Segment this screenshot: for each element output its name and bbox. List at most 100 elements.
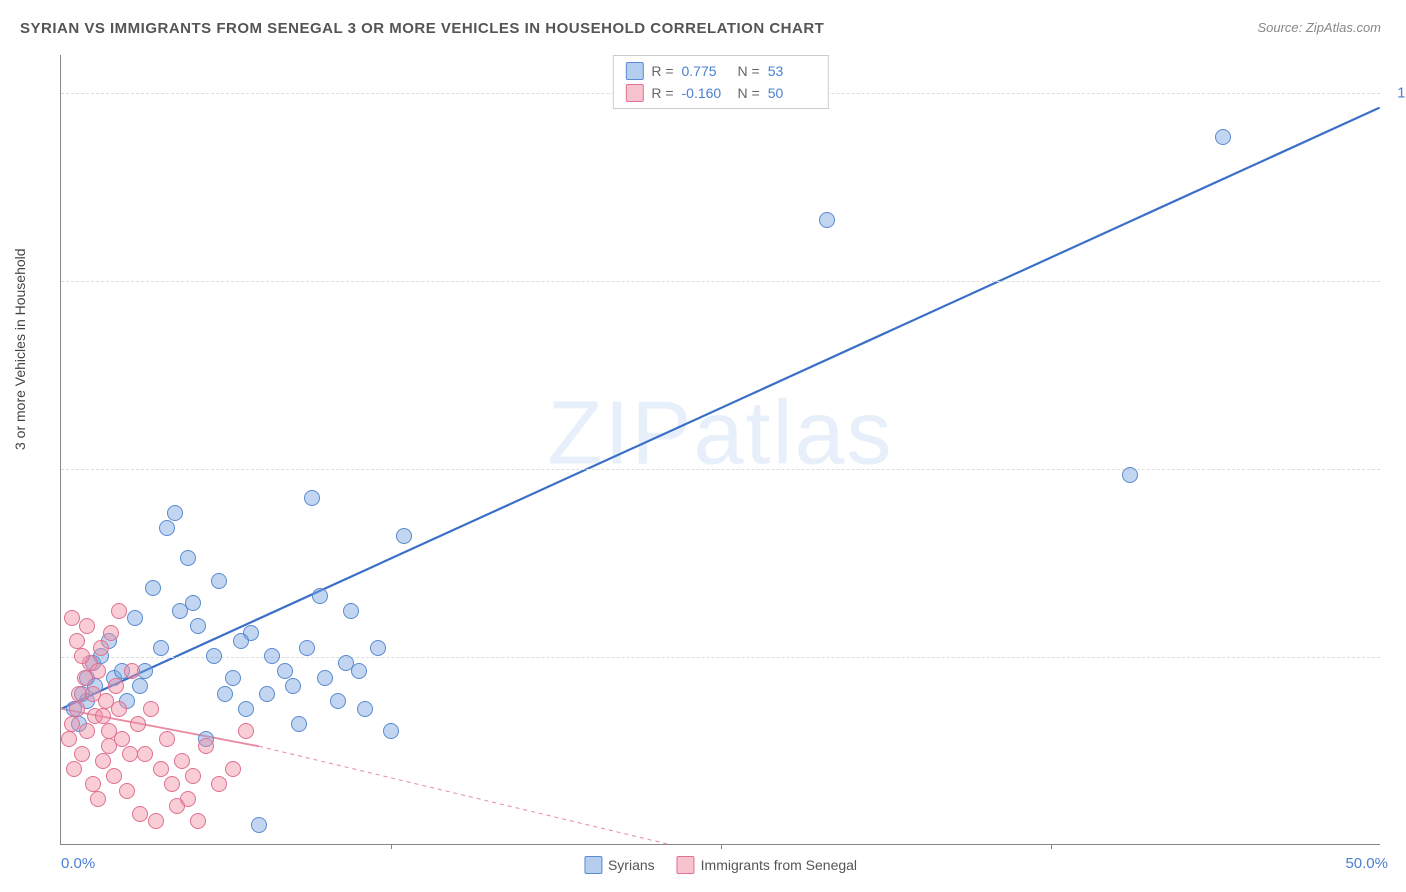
ytick-label: 75.0% bbox=[1388, 272, 1406, 289]
data-point bbox=[148, 813, 164, 829]
data-point bbox=[312, 588, 328, 604]
r-label: R = bbox=[651, 82, 673, 104]
data-point bbox=[238, 701, 254, 717]
data-point bbox=[132, 678, 148, 694]
data-point bbox=[85, 686, 101, 702]
data-point bbox=[233, 633, 249, 649]
data-point bbox=[343, 603, 359, 619]
data-point bbox=[69, 633, 85, 649]
xtick-mark bbox=[721, 844, 722, 849]
data-point bbox=[190, 618, 206, 634]
legend-swatch-pink bbox=[677, 856, 695, 874]
data-point bbox=[357, 701, 373, 717]
data-point bbox=[119, 783, 135, 799]
data-point bbox=[217, 686, 233, 702]
data-point bbox=[277, 663, 293, 679]
data-point bbox=[291, 716, 307, 732]
data-point bbox=[111, 701, 127, 717]
data-point bbox=[111, 603, 127, 619]
chart-plot-area: R = 0.775 N = 53 R = -0.160 N = 50 ZIPat… bbox=[60, 55, 1380, 845]
xtick-mark bbox=[391, 844, 392, 849]
data-point bbox=[174, 753, 190, 769]
data-point bbox=[264, 648, 280, 664]
data-point bbox=[64, 716, 80, 732]
xtick-label: 0.0% bbox=[61, 855, 95, 872]
chart-title: SYRIAN VS IMMIGRANTS FROM SENEGAL 3 OR M… bbox=[20, 20, 824, 37]
legend-item-senegal: Immigrants from Senegal bbox=[677, 856, 857, 874]
data-point bbox=[124, 663, 140, 679]
data-point bbox=[122, 746, 138, 762]
data-point bbox=[164, 776, 180, 792]
data-point bbox=[225, 761, 241, 777]
data-point bbox=[132, 806, 148, 822]
data-point bbox=[330, 693, 346, 709]
legend-item-syrians: Syrians bbox=[584, 856, 655, 874]
n-label: N = bbox=[738, 82, 760, 104]
n-value-senegal: 50 bbox=[768, 82, 816, 104]
data-point bbox=[93, 640, 109, 656]
data-point bbox=[819, 212, 835, 228]
data-point bbox=[225, 670, 241, 686]
legend-swatch-blue bbox=[625, 62, 643, 80]
source-label: Source: ZipAtlas.com bbox=[1257, 20, 1381, 35]
data-point bbox=[396, 528, 412, 544]
data-point bbox=[185, 595, 201, 611]
gridline-h bbox=[61, 657, 1380, 658]
data-point bbox=[338, 655, 354, 671]
data-point bbox=[90, 663, 106, 679]
ytick-label: 25.0% bbox=[1388, 648, 1406, 665]
data-point bbox=[180, 550, 196, 566]
ytick-label: 50.0% bbox=[1388, 460, 1406, 477]
data-point bbox=[1215, 129, 1231, 145]
data-point bbox=[317, 670, 333, 686]
data-point bbox=[66, 761, 82, 777]
data-point bbox=[145, 580, 161, 596]
data-point bbox=[108, 678, 124, 694]
data-point bbox=[143, 701, 159, 717]
legend-swatch-pink bbox=[625, 84, 643, 102]
trend-lines bbox=[61, 55, 1380, 844]
data-point bbox=[79, 723, 95, 739]
data-point bbox=[285, 678, 301, 694]
data-point bbox=[64, 610, 80, 626]
data-point bbox=[153, 761, 169, 777]
data-point bbox=[304, 490, 320, 506]
correlation-legend: R = 0.775 N = 53 R = -0.160 N = 50 bbox=[612, 55, 828, 109]
data-point bbox=[137, 746, 153, 762]
data-point bbox=[153, 640, 169, 656]
data-point bbox=[299, 640, 315, 656]
xtick-label: 50.0% bbox=[1345, 855, 1388, 872]
data-point bbox=[85, 776, 101, 792]
r-value-senegal: -0.160 bbox=[682, 82, 730, 104]
r-value-syrians: 0.775 bbox=[682, 60, 730, 82]
data-point bbox=[106, 768, 122, 784]
data-point bbox=[95, 753, 111, 769]
data-point bbox=[211, 776, 227, 792]
data-point bbox=[190, 813, 206, 829]
data-point bbox=[370, 640, 386, 656]
data-point bbox=[159, 731, 175, 747]
data-point bbox=[185, 768, 201, 784]
data-point bbox=[211, 573, 227, 589]
gridline-h bbox=[61, 469, 1380, 470]
r-label: R = bbox=[651, 60, 673, 82]
data-point bbox=[238, 723, 254, 739]
data-point bbox=[159, 520, 175, 536]
data-point bbox=[74, 648, 90, 664]
data-point bbox=[130, 716, 146, 732]
legend-row-senegal: R = -0.160 N = 50 bbox=[625, 82, 815, 104]
n-label: N = bbox=[738, 60, 760, 82]
series-legend: Syrians Immigrants from Senegal bbox=[584, 856, 857, 874]
legend-swatch-blue bbox=[584, 856, 602, 874]
data-point bbox=[251, 817, 267, 833]
data-point bbox=[101, 723, 117, 739]
data-point bbox=[74, 746, 90, 762]
data-point bbox=[180, 791, 196, 807]
xtick-mark bbox=[1051, 844, 1052, 849]
legend-row-syrians: R = 0.775 N = 53 bbox=[625, 60, 815, 82]
data-point bbox=[259, 686, 275, 702]
data-point bbox=[103, 625, 119, 641]
data-point bbox=[1122, 467, 1138, 483]
data-point bbox=[127, 610, 143, 626]
n-value-syrians: 53 bbox=[768, 60, 816, 82]
